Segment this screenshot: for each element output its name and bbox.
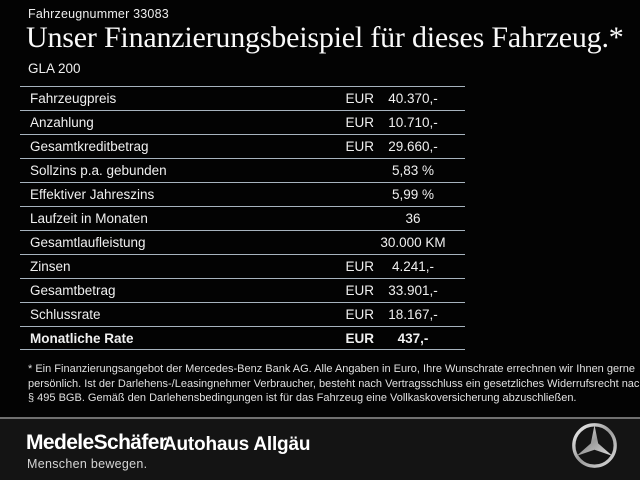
row-label: Fahrzeugpreis bbox=[30, 91, 117, 106]
row-label: Monatliche Rate bbox=[30, 330, 134, 346]
row-value: 36 bbox=[405, 211, 421, 226]
table-row: Monatliche Rate EUR 437,- bbox=[20, 326, 465, 350]
row-value: 10.710,- bbox=[388, 115, 438, 130]
table-row: Zinsen EUR 4.241,- bbox=[20, 254, 465, 278]
table-row: Gesamtlaufleistung 30.000 KM bbox=[20, 230, 465, 254]
row-currency: EUR bbox=[345, 330, 374, 346]
row-label: Anzahlung bbox=[30, 115, 94, 130]
row-value: 29.660,- bbox=[388, 139, 438, 154]
footnote-line: § 495 BGB. Gemäß den Darlehensbedingunge… bbox=[28, 392, 577, 405]
row-value: 18.167,- bbox=[388, 307, 438, 322]
row-label: Gesamtkreditbetrag bbox=[30, 139, 149, 154]
table-row: Sollzins p.a. gebunden 5,83 % bbox=[20, 158, 465, 182]
row-label: Schlussrate bbox=[30, 307, 101, 322]
row-value: 40.370,- bbox=[388, 91, 438, 106]
dealer-tagline: Menschen bewegen. bbox=[27, 457, 148, 471]
vehicle-number: Fahrzeugnummer 33083 bbox=[28, 7, 169, 21]
footer-bar: MedeleSchäfer Menschen bewegen. Autohaus… bbox=[0, 419, 640, 480]
table-row: Gesamtbetrag EUR 33.901,- bbox=[20, 278, 465, 302]
page-title: Unser Finanzierungsbeispiel für dieses F… bbox=[26, 21, 624, 54]
row-value: 5,99 % bbox=[391, 187, 435, 202]
table-row: Effektiver Jahreszins 5,99 % bbox=[20, 182, 465, 206]
row-value: 30.000 KM bbox=[380, 235, 446, 250]
mercedes-star-icon bbox=[571, 422, 618, 469]
table-row: Fahrzeugpreis EUR 40.370,- bbox=[20, 86, 465, 110]
table-row: Anzahlung EUR 10.710,- bbox=[20, 110, 465, 134]
footnote: * Ein Finanzierungsangebot der Mercedes-… bbox=[28, 362, 640, 406]
dealer-logo-autohaus-allgaeu: Autohaus Allgäu bbox=[163, 434, 311, 455]
footer-divider bbox=[0, 417, 640, 419]
row-value: 5,83 % bbox=[391, 163, 435, 178]
row-currency: EUR bbox=[345, 139, 374, 154]
row-value: 437,- bbox=[397, 330, 429, 346]
row-label: Laufzeit in Monaten bbox=[30, 211, 148, 226]
footnote-line: persönlich. Ist der Darlehens-/Leasingne… bbox=[28, 377, 640, 390]
row-currency: EUR bbox=[345, 283, 374, 298]
row-label: Sollzins p.a. gebunden bbox=[30, 163, 167, 178]
table-row: Schlussrate EUR 18.167,- bbox=[20, 302, 465, 326]
table-row: Laufzeit in Monaten 36 bbox=[20, 206, 465, 230]
row-value: 33.901,- bbox=[388, 283, 438, 298]
row-currency: EUR bbox=[345, 91, 374, 106]
row-label: Effektiver Jahreszins bbox=[30, 187, 155, 202]
table-row: Gesamtkreditbetrag EUR 29.660,- bbox=[20, 134, 465, 158]
row-currency: EUR bbox=[345, 259, 374, 274]
row-value: 4.241,- bbox=[391, 259, 435, 274]
footnote-line: * Ein Finanzierungsangebot der Mercedes-… bbox=[28, 363, 635, 375]
row-currency: EUR bbox=[345, 307, 374, 322]
dealer-logo-medele-schaefer: MedeleSchäfer bbox=[26, 431, 167, 454]
vehicle-model: GLA 200 bbox=[28, 61, 81, 76]
row-label: Gesamtlaufleistung bbox=[30, 235, 146, 250]
row-label: Gesamtbetrag bbox=[30, 283, 116, 298]
row-currency: EUR bbox=[345, 115, 374, 130]
row-label: Zinsen bbox=[30, 259, 71, 274]
finance-table: Fahrzeugpreis EUR 40.370,- Anzahlung EUR 10.7… bbox=[20, 86, 465, 350]
